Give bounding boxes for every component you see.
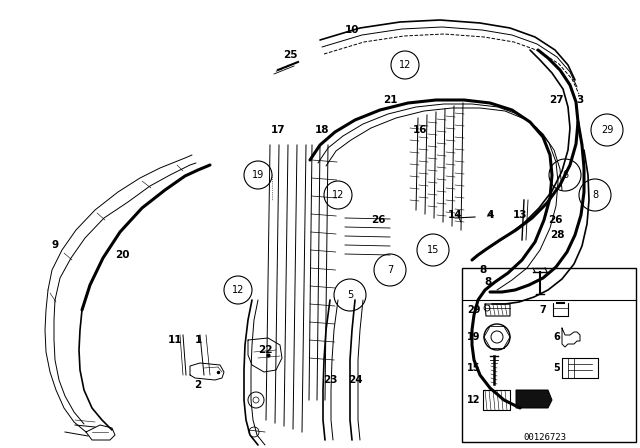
Bar — [462, 268, 636, 442]
Text: 8: 8 — [592, 190, 598, 200]
Text: 13: 13 — [513, 210, 527, 220]
Text: 8: 8 — [484, 277, 492, 287]
Text: 25: 25 — [283, 50, 297, 60]
Text: 9: 9 — [51, 240, 59, 250]
Text: 18: 18 — [315, 125, 329, 135]
Text: 28: 28 — [550, 230, 564, 240]
Text: 15: 15 — [427, 245, 439, 255]
Text: 8: 8 — [479, 265, 486, 275]
Text: 3: 3 — [577, 95, 584, 105]
Text: 5: 5 — [347, 290, 353, 300]
Text: 12: 12 — [232, 285, 244, 295]
Text: 7: 7 — [540, 305, 547, 315]
Text: 24: 24 — [348, 375, 362, 385]
Text: 22: 22 — [258, 345, 272, 355]
Text: 5: 5 — [554, 363, 561, 373]
Text: 4: 4 — [486, 210, 493, 220]
Text: 19: 19 — [252, 170, 264, 180]
Text: 26: 26 — [371, 215, 385, 225]
Text: 1: 1 — [195, 335, 202, 345]
Text: 17: 17 — [271, 125, 285, 135]
Text: 19: 19 — [467, 332, 481, 342]
Text: 10: 10 — [345, 25, 359, 35]
Text: 00126723: 00126723 — [524, 434, 566, 443]
Text: 7: 7 — [387, 265, 393, 275]
Text: 16: 16 — [413, 125, 428, 135]
Text: 15: 15 — [467, 363, 481, 373]
Text: 21: 21 — [383, 95, 397, 105]
Text: 12: 12 — [399, 60, 411, 70]
Text: 27: 27 — [548, 95, 563, 105]
Text: 6: 6 — [562, 170, 568, 180]
Text: 20: 20 — [115, 250, 129, 260]
Text: 12: 12 — [467, 395, 481, 405]
Text: 11: 11 — [168, 335, 182, 345]
Text: 2: 2 — [195, 380, 202, 390]
Text: 29: 29 — [601, 125, 613, 135]
Text: 29: 29 — [467, 305, 481, 315]
Text: 26: 26 — [548, 215, 563, 225]
Text: 6: 6 — [554, 332, 561, 342]
Text: 12: 12 — [332, 190, 344, 200]
Text: 14: 14 — [448, 210, 462, 220]
Text: 23: 23 — [323, 375, 337, 385]
Polygon shape — [516, 390, 552, 408]
